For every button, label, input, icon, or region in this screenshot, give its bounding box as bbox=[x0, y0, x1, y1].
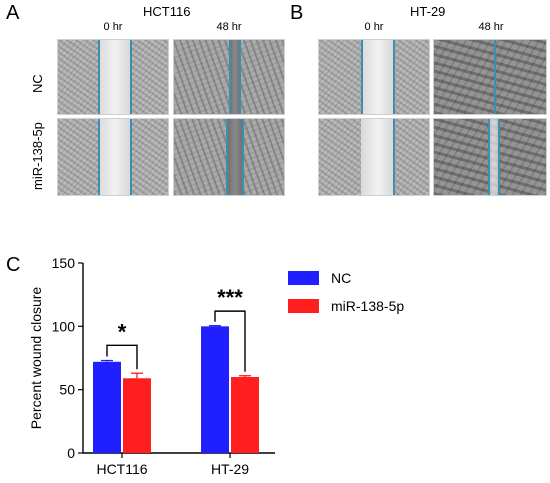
wound-gap bbox=[98, 119, 132, 195]
legend-label-mir: miR-138-5p bbox=[331, 298, 404, 314]
panel-b-title: HT-29 bbox=[410, 4, 446, 19]
wound-edge-marker bbox=[393, 40, 395, 114]
micrograph-ht29-mir-0hr bbox=[318, 118, 430, 196]
wound-edge-marker bbox=[393, 119, 395, 195]
panel-a-time-48hr: 48 hr bbox=[216, 21, 242, 33]
bar-mir-hct116 bbox=[123, 378, 151, 453]
panel-b-letter: B bbox=[290, 2, 304, 24]
x-tick-label: HT-29 bbox=[211, 461, 249, 477]
bar-mir-ht-29 bbox=[231, 377, 259, 453]
panel-c-letter: C bbox=[6, 254, 21, 276]
bar-nc-ht-29 bbox=[201, 326, 229, 453]
y-tick-label: 100 bbox=[52, 318, 76, 334]
wound-gap bbox=[361, 119, 395, 195]
wound-edge-marker bbox=[98, 40, 100, 114]
x-tick-label: HCT116 bbox=[96, 461, 147, 477]
y-tick-label: 0 bbox=[67, 445, 75, 461]
micrograph-ht29-mir-48hr bbox=[433, 118, 547, 196]
panel-a-time-0hr: 0 hr bbox=[103, 21, 123, 33]
micrograph-hct116-mir-48hr bbox=[173, 118, 285, 196]
wound-gap bbox=[488, 119, 500, 195]
wound-gap bbox=[98, 40, 132, 114]
panel-b-time-48hr: 48 hr bbox=[478, 21, 504, 33]
wound-edge-marker bbox=[488, 119, 490, 195]
legend-swatch-mir bbox=[288, 299, 319, 313]
wound-edge-marker bbox=[498, 119, 500, 195]
wound-edge-marker bbox=[242, 119, 244, 195]
plot-area: 0 50 100 150 Percent wound closure HCT116 * HT-… bbox=[28, 255, 404, 477]
legend-label-nc: NC bbox=[331, 270, 351, 286]
significance-marker: * bbox=[118, 319, 127, 344]
panel-a-title: HCT116 bbox=[143, 4, 191, 19]
wound-edge-marker bbox=[226, 119, 228, 195]
wound-edge-marker bbox=[229, 40, 231, 114]
y-tick-label: 150 bbox=[52, 255, 76, 271]
significance-bracket bbox=[106, 344, 138, 370]
micrograph-hct116-nc-48hr bbox=[173, 39, 285, 115]
wound-gap bbox=[226, 119, 244, 195]
micrograph-hct116-mir-0hr bbox=[57, 118, 169, 196]
significance-bracket bbox=[214, 310, 246, 372]
wound-gap bbox=[229, 40, 241, 114]
wound-edge-marker bbox=[494, 40, 496, 114]
wound-edge-marker bbox=[239, 40, 241, 114]
panel-a-letter: A bbox=[6, 2, 20, 24]
wound-edge-marker bbox=[130, 119, 132, 195]
micrograph-ht29-nc-48hr bbox=[433, 39, 547, 115]
significance-marker: *** bbox=[217, 285, 243, 310]
wound-edge-marker bbox=[361, 40, 363, 114]
wound-gap bbox=[361, 40, 395, 114]
bar-nc-hct116 bbox=[93, 361, 121, 453]
micrograph-hct116-nc-0hr bbox=[57, 39, 169, 115]
wound-edge-marker bbox=[98, 119, 100, 195]
y-tick-label: 50 bbox=[59, 382, 75, 398]
micrograph-ht29-nc-0hr bbox=[318, 39, 430, 115]
panel-b-time-0hr: 0 hr bbox=[364, 21, 384, 33]
legend-swatch-nc bbox=[288, 271, 319, 285]
wound-edge-marker bbox=[130, 40, 132, 114]
y-axis-title: Percent wound closure bbox=[28, 287, 44, 430]
